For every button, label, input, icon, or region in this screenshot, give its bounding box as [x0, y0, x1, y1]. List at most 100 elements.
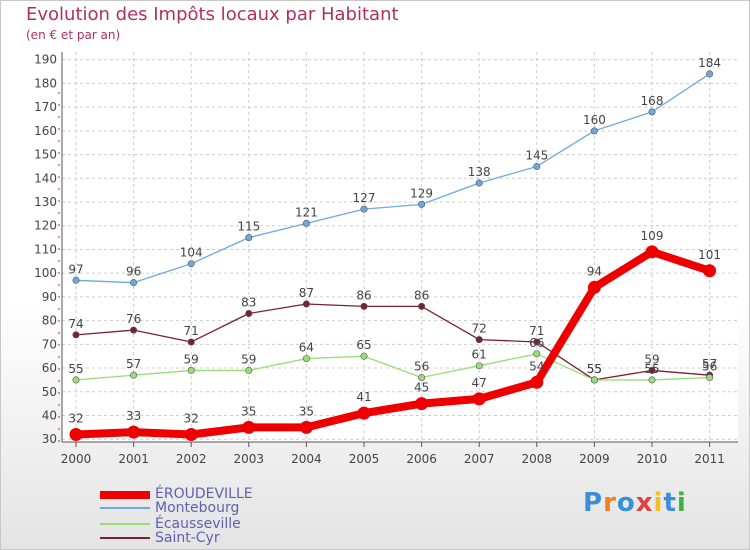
data-label-eroudeville: 41 — [356, 390, 371, 404]
data-label-saint-cyr: 59 — [644, 352, 659, 366]
data-point-eroudeville — [357, 406, 371, 420]
logo-letter: t — [663, 488, 677, 518]
series-line-ecausseville — [75, 353, 710, 381]
data-point-ecausseville — [72, 376, 80, 384]
logo-letter: o — [616, 488, 636, 518]
data-point-montebourg — [706, 70, 714, 78]
y-tick-label: 150 — [34, 148, 57, 162]
data-label-montebourg: 96 — [126, 265, 141, 279]
data-label-saint-cyr: 74 — [68, 317, 83, 331]
data-point-saint-cyr — [302, 300, 310, 308]
series-line-saint-cyr — [75, 303, 710, 381]
data-label-ecausseville: 55 — [587, 362, 602, 376]
x-tick-label: 2011 — [694, 452, 725, 466]
data-label-saint-cyr: 86 — [414, 288, 429, 302]
y-tick-label: 100 — [34, 266, 57, 280]
logo-letter: i — [676, 488, 687, 518]
data-point-ecausseville — [590, 376, 598, 384]
data-label-montebourg: 121 — [295, 205, 318, 219]
data-point-eroudeville — [242, 420, 256, 434]
data-point-eroudeville — [530, 375, 544, 389]
data-point-montebourg — [187, 260, 195, 268]
x-tick-label: 2000 — [61, 452, 92, 466]
data-label-saint-cyr: 71 — [529, 324, 544, 338]
data-label-saint-cyr: 87 — [299, 286, 314, 300]
data-label-eroudeville: 32 — [184, 411, 199, 425]
data-label-ecausseville: 55 — [68, 362, 83, 376]
y-tick-label: 190 — [34, 53, 57, 67]
data-label-saint-cyr: 86 — [356, 288, 371, 302]
data-point-eroudeville — [69, 427, 83, 441]
data-point-montebourg — [302, 219, 310, 227]
data-point-ecausseville — [648, 376, 656, 384]
y-tick-label: 90 — [42, 290, 57, 304]
data-label-ecausseville: 64 — [299, 341, 314, 355]
data-label-ecausseville: 56 — [414, 360, 429, 374]
data-label-ecausseville: 61 — [472, 348, 487, 362]
data-point-eroudeville — [587, 280, 601, 294]
logo-letter: r — [603, 488, 617, 518]
legend-label-eroudeville: ÉROUDEVILLE — [155, 486, 253, 502]
data-point-eroudeville — [645, 245, 659, 259]
data-label-montebourg: 184 — [698, 56, 721, 70]
x-tick-label: 2009 — [579, 452, 610, 466]
series-line-montebourg — [75, 73, 710, 284]
data-point-saint-cyr — [533, 338, 541, 346]
data-point-ecausseville — [418, 374, 426, 382]
data-point-ecausseville — [475, 362, 483, 370]
x-tick-label: 2003 — [234, 452, 265, 466]
data-point-montebourg — [245, 234, 253, 242]
x-tick-label: 2005 — [349, 452, 380, 466]
data-label-eroudeville: 54 — [529, 359, 544, 373]
y-tick-label: 180 — [34, 76, 57, 90]
data-point-eroudeville — [184, 427, 198, 441]
data-label-ecausseville: 55 — [644, 362, 659, 376]
y-tick-label: 70 — [42, 337, 57, 351]
y-tick-label: 80 — [42, 314, 57, 328]
y-tick-label: 50 — [42, 385, 57, 399]
data-label-eroudeville: 33 — [126, 409, 141, 423]
legend-swatch-saint-cyr — [100, 537, 150, 539]
data-label-ecausseville: 66 — [529, 336, 544, 350]
proxiti-logo: Proxiti — [583, 488, 687, 518]
y-tick-label: 140 — [34, 171, 57, 185]
data-point-saint-cyr — [245, 310, 253, 318]
y-tick-label: 170 — [34, 100, 57, 114]
plot-area — [62, 52, 738, 442]
data-point-eroudeville — [703, 264, 717, 278]
x-tick-label: 2002 — [176, 452, 207, 466]
data-point-montebourg — [648, 108, 656, 116]
y-tick-label: 60 — [42, 361, 57, 375]
data-point-montebourg — [360, 205, 368, 213]
data-label-ecausseville: 56 — [702, 360, 717, 374]
data-label-montebourg: 97 — [68, 262, 83, 276]
data-point-ecausseville — [533, 350, 541, 358]
logo-letter: x — [635, 488, 654, 518]
y-tick-label: 40 — [42, 409, 57, 423]
data-label-saint-cyr: 55 — [587, 362, 602, 376]
data-label-saint-cyr: 71 — [184, 324, 199, 338]
logo-letter: i — [653, 488, 664, 518]
data-point-montebourg — [533, 162, 541, 170]
data-label-montebourg: 168 — [641, 94, 664, 108]
data-label-saint-cyr: 57 — [702, 357, 717, 371]
data-point-saint-cyr — [72, 331, 80, 339]
data-label-eroudeville: 94 — [587, 264, 602, 278]
legend-swatch-montebourg — [100, 507, 150, 509]
data-point-ecausseville — [245, 366, 253, 374]
chart-subtitle: (en € et par an) — [26, 28, 121, 42]
data-label-montebourg: 115 — [237, 220, 260, 234]
data-label-eroudeville: 35 — [241, 404, 256, 418]
data-point-eroudeville — [415, 397, 429, 411]
data-label-ecausseville: 59 — [241, 352, 256, 366]
x-tick-label: 2001 — [118, 452, 149, 466]
legend-label-montebourg: Montebourg — [155, 500, 240, 516]
data-point-ecausseville — [302, 355, 310, 363]
data-label-eroudeville: 101 — [698, 248, 721, 262]
data-point-eroudeville — [299, 420, 313, 434]
data-label-eroudeville: 109 — [641, 229, 664, 243]
data-label-saint-cyr: 83 — [241, 296, 256, 310]
y-tick-label: 110 — [34, 242, 57, 256]
x-tick-label: 2010 — [637, 452, 668, 466]
